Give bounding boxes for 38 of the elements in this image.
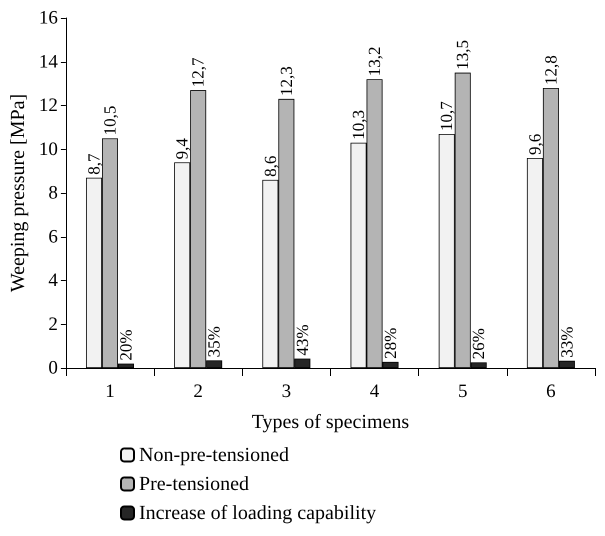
data-label: 26% bbox=[469, 328, 488, 360]
y-tick-label: 10 bbox=[38, 138, 58, 160]
y-axis-title: Weeping pressure [MPa] bbox=[7, 94, 29, 292]
data-label: 10,3 bbox=[349, 110, 368, 140]
data-label: 8,7 bbox=[84, 152, 104, 175]
legend-label: Increase of loading capability bbox=[139, 502, 376, 524]
data-label: 13,2 bbox=[365, 46, 384, 76]
x-tick-label: 5 bbox=[458, 381, 468, 402]
y-tick-label: 4 bbox=[48, 270, 58, 291]
y-tick-label: 12 bbox=[38, 95, 58, 116]
data-label: 12,7 bbox=[188, 56, 208, 88]
y-tick-label: 0 bbox=[48, 358, 58, 378]
x-tick-label: 2 bbox=[193, 381, 203, 402]
x-axis-title: Types of specimens bbox=[252, 411, 410, 433]
data-label: 13,5 bbox=[453, 40, 472, 70]
data-label: 10,7 bbox=[437, 100, 456, 131]
y-tick-label: 16 bbox=[38, 8, 58, 28]
data-label: 9,6 bbox=[525, 134, 544, 155]
y-tick-label: 8 bbox=[48, 182, 58, 204]
x-tick-label: 4 bbox=[370, 381, 380, 402]
x-tick-label: 1 bbox=[105, 381, 115, 402]
x-tick-label: 3 bbox=[282, 381, 292, 402]
data-label: 33% bbox=[557, 326, 576, 358]
data-label: 9,4 bbox=[172, 138, 192, 160]
legend-label: Non-pre-tensioned bbox=[139, 444, 289, 466]
data-label: 8,6 bbox=[260, 156, 280, 177]
legend-label: Pre-tensioned bbox=[139, 473, 249, 495]
y-tick-label: 14 bbox=[38, 51, 58, 72]
data-label: 12,8 bbox=[541, 55, 560, 85]
data-label: 10,5 bbox=[100, 106, 120, 136]
x-tick-label: 6 bbox=[546, 381, 556, 402]
data-label: 35% bbox=[204, 326, 224, 358]
data-label: 28% bbox=[381, 328, 400, 359]
data-label: 20% bbox=[116, 329, 136, 361]
data-label: 12,3 bbox=[276, 66, 296, 96]
y-tick-label: 2 bbox=[48, 314, 58, 335]
y-tick-label: 6 bbox=[48, 226, 58, 248]
data-label: 43% bbox=[292, 324, 312, 356]
